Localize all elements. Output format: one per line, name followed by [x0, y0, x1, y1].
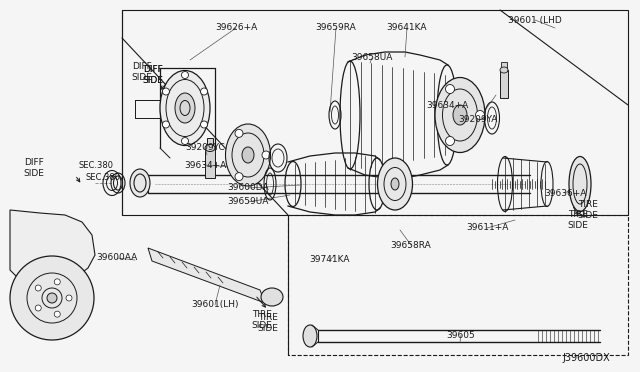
Circle shape: [54, 279, 60, 285]
Text: 39601(LH): 39601(LH): [191, 301, 239, 310]
Circle shape: [235, 129, 243, 137]
Circle shape: [445, 137, 454, 145]
Ellipse shape: [569, 157, 591, 212]
Circle shape: [200, 121, 207, 128]
Text: 39634+A: 39634+A: [184, 160, 226, 170]
Ellipse shape: [391, 178, 399, 190]
Circle shape: [182, 138, 189, 144]
Ellipse shape: [175, 93, 195, 123]
Circle shape: [54, 311, 60, 317]
Text: 39605: 39605: [447, 330, 476, 340]
Circle shape: [445, 84, 454, 93]
Text: 39600AA: 39600AA: [97, 253, 138, 263]
Circle shape: [476, 110, 484, 119]
Text: 39658RA: 39658RA: [390, 241, 431, 250]
Ellipse shape: [435, 77, 485, 153]
Ellipse shape: [130, 169, 150, 197]
Ellipse shape: [303, 325, 317, 347]
Bar: [501, 62, 507, 71]
Ellipse shape: [160, 71, 210, 145]
Text: 39601 (LHD: 39601 (LHD: [508, 16, 562, 25]
Text: 39611+A: 39611+A: [466, 224, 508, 232]
Text: 39209YC: 39209YC: [185, 144, 225, 153]
Ellipse shape: [453, 105, 467, 125]
Text: 39659UA: 39659UA: [227, 198, 269, 206]
Text: DIFF
SIDE: DIFF SIDE: [132, 62, 152, 82]
Circle shape: [35, 305, 41, 311]
Polygon shape: [10, 210, 95, 285]
Bar: [205, 148, 215, 178]
Text: 39658UA: 39658UA: [351, 54, 393, 62]
Text: TIRE
SIDE: TIRE SIDE: [577, 200, 598, 220]
Circle shape: [235, 173, 243, 181]
Text: TIRE
SIDE: TIRE SIDE: [257, 313, 278, 333]
Circle shape: [163, 121, 170, 128]
Ellipse shape: [225, 124, 271, 186]
Circle shape: [66, 295, 72, 301]
Circle shape: [163, 88, 170, 95]
Text: SEC.380: SEC.380: [79, 160, 113, 170]
Text: 39634+A: 39634+A: [426, 100, 468, 109]
Circle shape: [10, 256, 94, 340]
Circle shape: [35, 285, 41, 291]
Polygon shape: [148, 248, 265, 303]
Bar: [500, 70, 508, 98]
Bar: [207, 138, 213, 148]
Circle shape: [200, 88, 207, 95]
Circle shape: [47, 293, 57, 303]
Text: DIFF
SIDE: DIFF SIDE: [24, 158, 44, 178]
Ellipse shape: [242, 147, 254, 163]
Ellipse shape: [378, 158, 413, 210]
Circle shape: [182, 71, 189, 78]
Text: 39600DA: 39600DA: [227, 183, 269, 192]
Ellipse shape: [261, 288, 283, 306]
Ellipse shape: [205, 144, 215, 151]
Text: 39659RA: 39659RA: [316, 23, 356, 32]
Text: TIRE
SIDE: TIRE SIDE: [252, 310, 273, 330]
Text: DIFF
SIDE: DIFF SIDE: [143, 65, 163, 85]
Text: 39636+A: 39636+A: [544, 189, 586, 198]
Circle shape: [262, 151, 270, 159]
Text: 39209YA: 39209YA: [458, 115, 498, 125]
Text: J39600DX: J39600DX: [562, 353, 610, 363]
Text: DIFF
SIDE: DIFF SIDE: [143, 65, 163, 85]
Text: SEC.380: SEC.380: [86, 173, 120, 183]
Text: 39641KA: 39641KA: [387, 23, 428, 32]
Text: 39626+A: 39626+A: [215, 23, 257, 32]
Text: TIRE
SIDE: TIRE SIDE: [568, 210, 588, 230]
Ellipse shape: [500, 67, 508, 73]
Text: 39741KA: 39741KA: [310, 256, 350, 264]
